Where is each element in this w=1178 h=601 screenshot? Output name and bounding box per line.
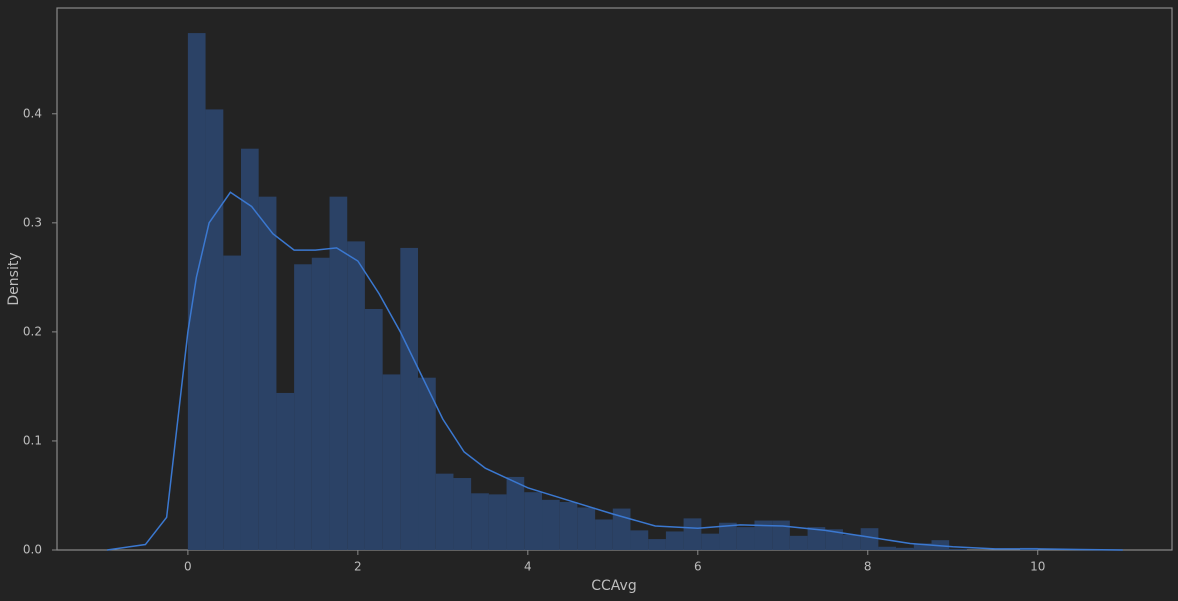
histogram-bar (949, 548, 967, 550)
histogram-bar (842, 534, 861, 550)
histogram-bar (719, 522, 737, 550)
histogram-bar (506, 476, 525, 550)
histogram-bar (648, 539, 666, 550)
histogram-bar (683, 518, 702, 550)
x-tick-label: 8 (864, 560, 872, 574)
histogram-bar (754, 520, 773, 550)
histogram-bar (418, 377, 436, 550)
histogram-bar (630, 530, 649, 550)
histogram-bar (701, 533, 720, 550)
histogram-bar (807, 527, 826, 550)
y-tick-label: 0.4 (23, 106, 42, 120)
y-axis-label: Density (6, 252, 22, 305)
histogram-bar (364, 308, 383, 550)
x-tick-label: 2 (354, 560, 362, 574)
histogram-bar (825, 529, 843, 550)
histogram-bar (187, 33, 206, 550)
x-tick-label: 6 (694, 560, 702, 574)
histogram-bar (471, 493, 489, 550)
histogram-bar (294, 264, 312, 550)
x-tick-label: 0 (184, 560, 192, 574)
histogram-bar (435, 473, 454, 550)
histogram-bar (258, 196, 277, 550)
histogram-bar (789, 535, 808, 550)
histogram-bar (400, 247, 419, 551)
y-tick-label: 0.0 (23, 543, 42, 557)
x-tick-label: 4 (524, 560, 532, 574)
histogram-bar (382, 374, 401, 550)
histogram-bar (878, 546, 897, 550)
histogram-bar (612, 508, 631, 550)
histogram-bar (913, 543, 932, 550)
histogram-bar (595, 519, 613, 550)
histogram-bar (772, 520, 790, 550)
histogram-bar (896, 547, 914, 550)
histogram-bar (736, 527, 755, 550)
y-tick-label: 0.2 (23, 324, 42, 338)
histogram-bar (488, 494, 507, 550)
histogram-bar (860, 528, 879, 550)
histogram-bar (453, 478, 472, 550)
histogram-bar (223, 255, 241, 550)
histogram-bar (329, 196, 348, 550)
y-tick-label: 0.1 (23, 433, 42, 447)
histogram-bar (577, 507, 596, 550)
y-tick-label: 0.3 (23, 215, 42, 229)
histogram-bar (311, 257, 330, 550)
histogram-bar (559, 502, 578, 550)
x-axis-label: CCAvg (591, 578, 636, 594)
x-tick-label: 10 (1030, 560, 1045, 574)
histogram-bar (524, 492, 543, 550)
kde-line (107, 191, 1123, 551)
histogram-bar (542, 499, 560, 550)
histogram-bar (347, 241, 365, 550)
histogram-bar (665, 531, 684, 550)
histogram-bar (240, 148, 259, 550)
histogram-bar (276, 392, 295, 550)
histogram-bar (205, 109, 224, 550)
